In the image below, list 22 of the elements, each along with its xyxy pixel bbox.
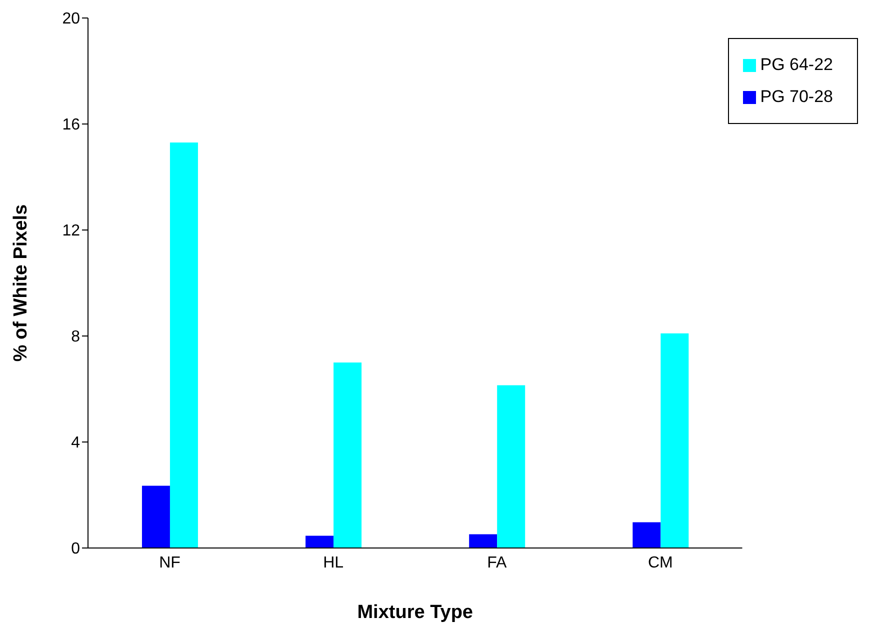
legend-label: PG 70-28 <box>760 87 833 106</box>
bar <box>142 486 170 548</box>
bar <box>632 522 661 548</box>
bar <box>497 385 526 548</box>
y-axis-title: % of White Pixels <box>10 204 32 362</box>
legend-label: PG 64-22 <box>760 55 833 74</box>
x-axis-title: Mixture Type <box>357 602 474 623</box>
x-tick-label: NF <box>159 554 181 572</box>
x-tick-label: HL <box>323 554 344 572</box>
bar <box>170 142 198 548</box>
bar <box>306 536 334 548</box>
y-tick-label: 8 <box>71 328 80 346</box>
y-tick-label: 16 <box>62 116 80 134</box>
y-tick-label: 20 <box>62 10 80 28</box>
bar <box>660 333 689 548</box>
x-tick-label: FA <box>487 554 508 572</box>
y-tick-label: 4 <box>71 434 80 452</box>
y-tick-label: 12 <box>62 222 80 240</box>
bar <box>469 534 498 548</box>
bar <box>334 362 362 548</box>
y-tick-label: 0 <box>71 540 80 558</box>
x-tick-label: CM <box>648 554 673 572</box>
